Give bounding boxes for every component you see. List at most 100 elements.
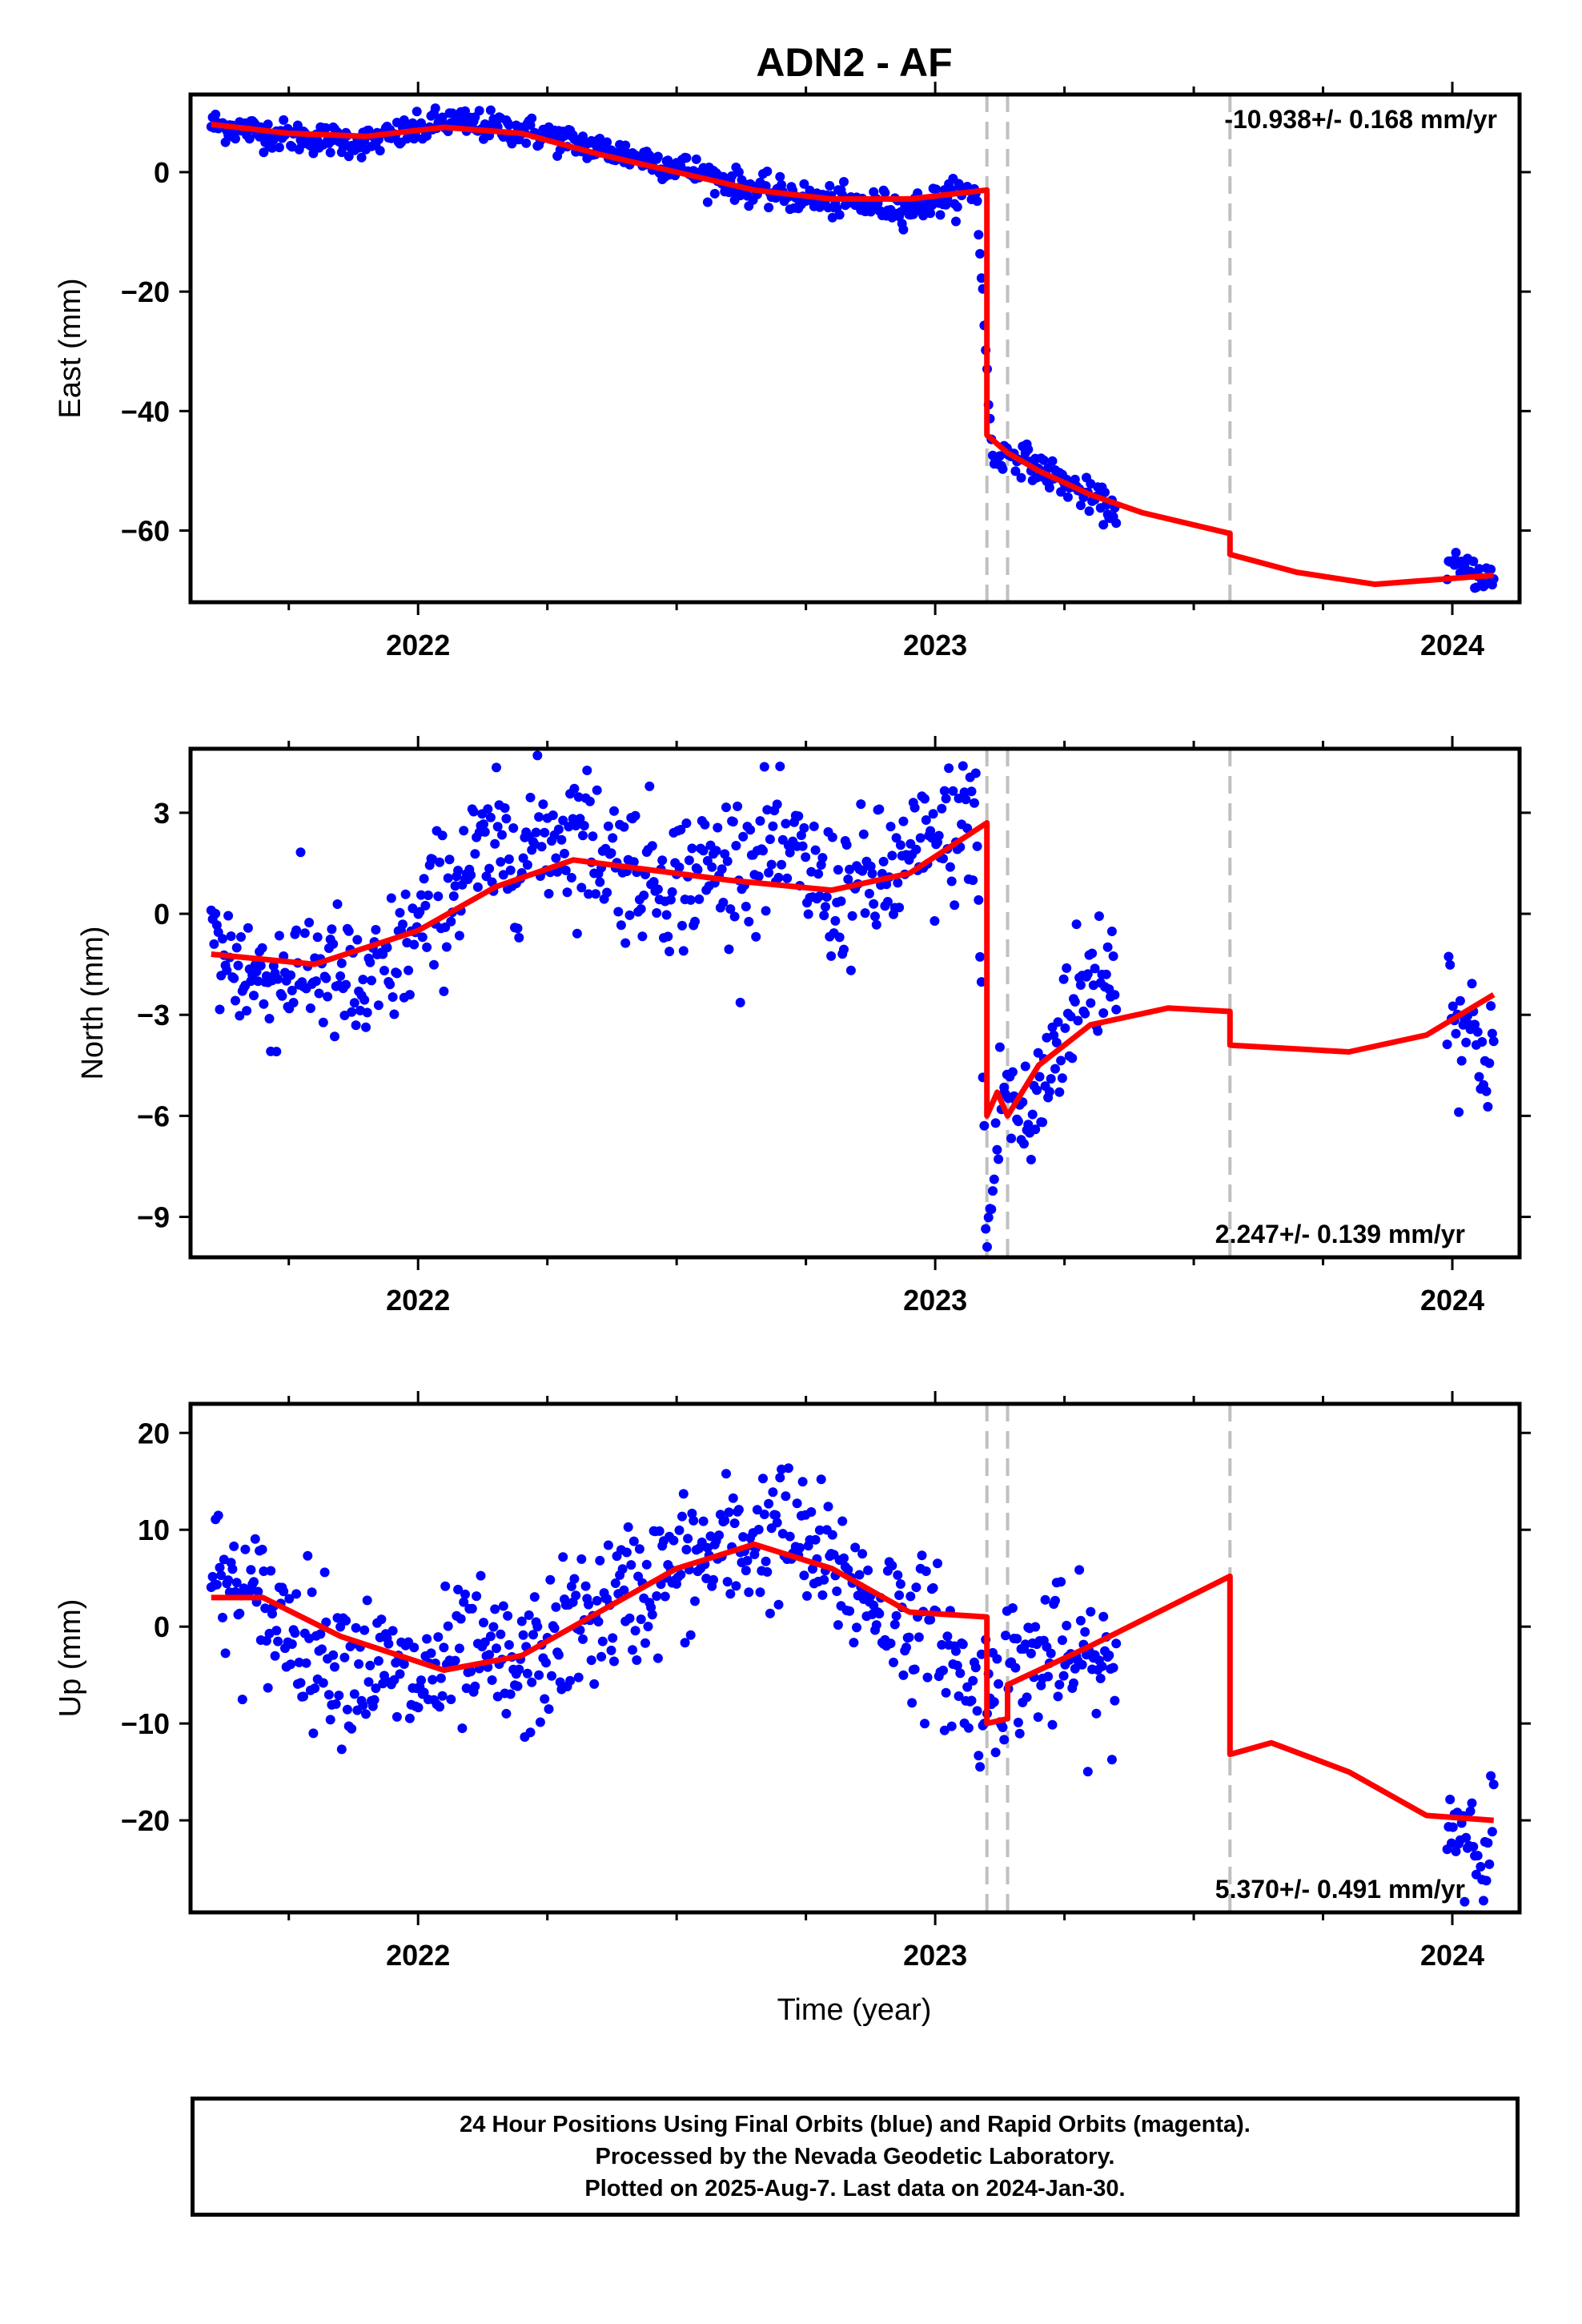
data-point — [257, 1544, 267, 1554]
data-point — [268, 961, 279, 971]
data-point — [839, 944, 849, 955]
data-point — [742, 1555, 753, 1566]
data-point — [694, 894, 705, 904]
data-point — [911, 844, 921, 854]
data-point — [596, 1651, 607, 1662]
data-point — [700, 819, 710, 830]
data-point — [476, 1570, 486, 1581]
data-point — [707, 862, 717, 872]
data-point — [413, 1703, 424, 1713]
y-axis-label: North (mm) — [76, 926, 110, 1080]
data-point — [244, 134, 255, 144]
data-point — [1108, 951, 1118, 961]
data-point — [437, 112, 448, 123]
data-point — [624, 1613, 635, 1623]
data-point — [498, 870, 508, 880]
data-point — [843, 1565, 853, 1575]
data-point — [814, 1525, 825, 1535]
data-point — [764, 1498, 774, 1509]
data-point — [327, 924, 337, 935]
data-point — [207, 1571, 218, 1582]
data-point — [764, 867, 774, 878]
data-point — [893, 878, 903, 888]
data-point — [616, 920, 626, 931]
data-point — [334, 1691, 344, 1701]
data-point — [698, 846, 709, 856]
data-point — [556, 834, 567, 845]
data-point — [1056, 1055, 1066, 1066]
data-point — [825, 181, 835, 191]
data-point — [827, 1530, 837, 1540]
data-point — [891, 833, 901, 843]
data-point — [1007, 1603, 1018, 1613]
data-point — [867, 868, 877, 879]
data-point — [1102, 942, 1113, 952]
data-point — [976, 273, 986, 283]
data-point — [584, 1599, 594, 1610]
data-point — [444, 854, 455, 865]
data-point — [505, 865, 516, 875]
data-point — [741, 1566, 751, 1576]
data-point — [358, 975, 368, 985]
data-point — [647, 1610, 657, 1620]
data-point — [885, 1638, 896, 1649]
model-line-up — [211, 1541, 1494, 1823]
data-point — [722, 856, 733, 866]
data-point — [461, 1683, 472, 1694]
data-point — [575, 1625, 585, 1635]
data-point — [860, 908, 870, 919]
data-point — [304, 918, 315, 927]
data-point — [485, 812, 496, 822]
data-point — [483, 804, 493, 814]
data-point — [555, 1677, 565, 1687]
data-point — [698, 1516, 709, 1526]
data-point — [361, 1022, 371, 1032]
data-point — [1101, 969, 1111, 979]
data-point — [560, 865, 571, 875]
data-point — [501, 814, 512, 824]
data-point — [540, 1694, 550, 1704]
data-point — [1098, 1008, 1109, 1018]
data-point — [948, 786, 958, 796]
data-point — [354, 1659, 364, 1669]
data-point — [446, 1695, 456, 1704]
data-point — [1108, 1663, 1118, 1673]
data-point — [738, 831, 749, 842]
data-point — [972, 841, 982, 851]
data-point — [582, 766, 592, 775]
data-point — [974, 230, 984, 240]
data-point — [632, 1655, 642, 1665]
data-point — [391, 1711, 402, 1722]
data-point — [845, 1606, 855, 1616]
x-tick-label: 2024 — [1420, 629, 1484, 661]
data-point — [387, 992, 398, 1002]
data-point — [765, 834, 775, 844]
data-point — [660, 1591, 670, 1602]
data-point — [398, 919, 408, 930]
data-point — [856, 799, 866, 810]
data-point — [755, 1587, 765, 1598]
data-point — [954, 1691, 964, 1701]
data-point — [819, 911, 829, 921]
data-point — [535, 1717, 545, 1727]
data-point — [1093, 1026, 1103, 1036]
data-point — [797, 1477, 808, 1487]
data-point — [1014, 1728, 1025, 1739]
data-point — [608, 1633, 618, 1643]
data-point — [1456, 1055, 1467, 1066]
data-point — [1474, 1072, 1484, 1082]
data-point — [211, 908, 221, 919]
data-point — [1097, 1661, 1107, 1671]
data-point — [603, 1540, 613, 1550]
data-point — [1057, 1073, 1067, 1084]
data-point — [474, 106, 484, 116]
data-point — [536, 842, 547, 852]
data-point — [279, 1586, 289, 1597]
data-point — [928, 1582, 938, 1593]
data-point — [921, 1566, 931, 1576]
data-point — [1023, 1120, 1034, 1130]
data-points-up — [206, 1463, 1499, 1907]
data-point — [871, 919, 881, 930]
data-point — [834, 932, 845, 943]
data-point — [775, 171, 785, 182]
